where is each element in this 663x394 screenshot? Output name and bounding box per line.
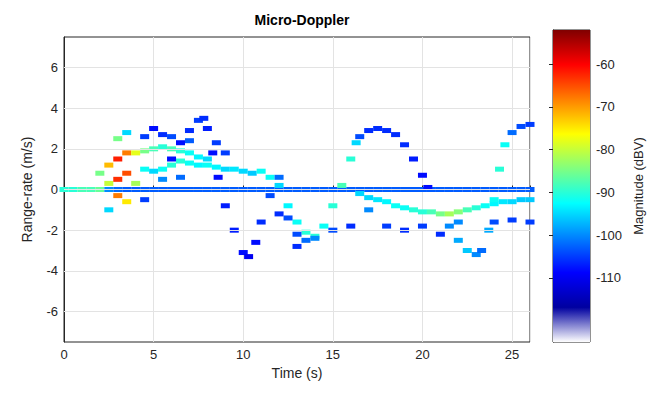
svg-text:2: 2 bbox=[51, 141, 58, 156]
svg-text:0: 0 bbox=[51, 182, 58, 197]
svg-text:-2: -2 bbox=[46, 223, 58, 238]
svg-text:-60: -60 bbox=[596, 57, 615, 72]
svg-text:10: 10 bbox=[236, 347, 250, 362]
svg-text:5: 5 bbox=[150, 347, 157, 362]
svg-text:-90: -90 bbox=[596, 185, 615, 200]
svg-text:Range-rate (m/s): Range-rate (m/s) bbox=[19, 137, 35, 243]
svg-text:Time (s): Time (s) bbox=[272, 365, 323, 381]
svg-text:Magnitude (dBV): Magnitude (dBV) bbox=[631, 137, 646, 235]
svg-text:Micro-Doppler: Micro-Doppler bbox=[255, 12, 350, 28]
svg-text:4: 4 bbox=[51, 101, 58, 116]
svg-text:15: 15 bbox=[326, 347, 340, 362]
svg-text:-110: -110 bbox=[596, 270, 621, 285]
svg-text:-100: -100 bbox=[596, 228, 622, 243]
svg-text:25: 25 bbox=[505, 347, 519, 362]
svg-text:-80: -80 bbox=[596, 142, 615, 157]
svg-text:6: 6 bbox=[51, 60, 58, 75]
svg-text:-4: -4 bbox=[46, 263, 58, 278]
svg-text:-70: -70 bbox=[596, 99, 615, 114]
svg-text:0: 0 bbox=[60, 347, 67, 362]
svg-text:-6: -6 bbox=[46, 304, 58, 319]
svg-text:20: 20 bbox=[415, 347, 429, 362]
